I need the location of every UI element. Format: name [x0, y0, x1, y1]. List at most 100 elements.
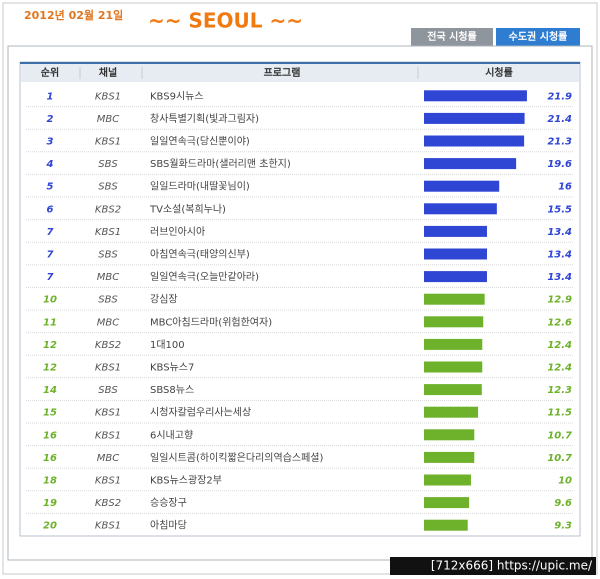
rating-bar: [424, 271, 487, 283]
rating: 15.5: [547, 204, 572, 215]
rating-bar: [424, 429, 475, 441]
program: 러브인아시아: [150, 226, 205, 238]
channel: SBS: [98, 250, 118, 261]
channel: KBS1: [95, 363, 121, 374]
channel: SBS: [98, 385, 118, 396]
rank: 15: [43, 408, 57, 419]
rating: 12.3: [547, 385, 572, 396]
rating: 19.6: [547, 159, 572, 170]
content-frame: [7, 45, 593, 561]
rank: 14: [43, 385, 57, 396]
rating-bar: [424, 338, 483, 350]
rating-bar: [424, 519, 468, 531]
rating-bar: [424, 497, 470, 509]
header-rule: [20, 62, 580, 64]
rating-bar: [424, 451, 475, 463]
rating-bar: [424, 361, 483, 373]
program: 시청자칼럼우리사는세상: [150, 406, 251, 419]
program: MBC아침드라마(위험한여자): [150, 315, 272, 328]
channel: KBS1: [95, 521, 121, 532]
rating-bar: [424, 384, 482, 396]
program: 6시내고향: [150, 429, 193, 441]
program: KBS9시뉴스: [150, 90, 204, 102]
rating-bar: [424, 225, 487, 237]
channel: KBS1: [95, 430, 121, 441]
rating-bar: [424, 135, 525, 147]
rank: 2: [47, 114, 54, 125]
rating-bar: [424, 293, 485, 305]
watermark-bg: [390, 557, 596, 575]
channel: KBS1: [95, 476, 121, 487]
channel: KBS2: [95, 204, 121, 215]
program: 강심장: [150, 294, 178, 306]
rating-bar: [424, 158, 517, 170]
rank: 16: [43, 430, 57, 441]
column-header: 프로그램: [264, 67, 301, 79]
program: TV소설(복희누나): [149, 203, 226, 215]
rank: 18: [43, 476, 57, 487]
program: SBS8뉴스: [150, 384, 194, 396]
channel: MBC: [97, 272, 119, 283]
channel: SBS: [98, 159, 118, 170]
rating-bar: [424, 90, 527, 102]
rating: 13.4: [547, 250, 572, 261]
rank: 7: [47, 250, 54, 261]
tab[interactable]: [411, 28, 493, 46]
channel: KBS1: [95, 408, 121, 419]
program: 창사특별기획(빛과그림자): [150, 113, 259, 125]
program: 일일연속극(오늘만같아라): [150, 271, 259, 283]
channel: MBC: [97, 453, 119, 464]
rating: 10: [558, 476, 572, 487]
table-header: [21, 63, 579, 82]
rank: 1: [47, 91, 54, 102]
rank: 5: [47, 182, 54, 193]
channel: KBS1: [95, 227, 121, 238]
channel: KBS2: [95, 340, 121, 351]
tab-active[interactable]: [496, 28, 580, 46]
program: KBS뉴스7: [150, 362, 194, 374]
rating: 12.4: [547, 340, 572, 351]
program: 아침연속극(태양의신부): [150, 249, 250, 261]
rating: 10.7: [547, 430, 572, 441]
rating: 11.5: [547, 408, 572, 419]
rating-bar: [424, 112, 525, 124]
rank: 7: [47, 272, 54, 283]
rank: 12: [43, 340, 57, 351]
tab-label[interactable]: 수도권 시청률: [509, 30, 568, 43]
tab-label[interactable]: 전국 시청률: [427, 30, 476, 43]
rank: 4: [46, 159, 54, 170]
rating: 21.3: [547, 137, 572, 148]
column-header: 시청률: [485, 66, 513, 79]
rating: 9.3: [554, 521, 572, 532]
rating: 13.4: [547, 272, 572, 283]
channel: MBC: [97, 317, 119, 328]
rank: 16: [43, 453, 57, 464]
rating-bar: [424, 248, 487, 260]
rating: 12.9: [547, 295, 572, 306]
channel: KBS1: [95, 91, 121, 102]
rating: 13.4: [547, 227, 572, 238]
rating: 21.4: [547, 114, 572, 125]
rank: 12: [43, 363, 57, 374]
rating-bar: [424, 203, 497, 215]
channel: MBC: [97, 114, 119, 125]
rank: 10: [43, 295, 57, 306]
program: 승승장구: [150, 497, 187, 509]
program: SBS월화드라마(샐러리맨 초한지): [150, 158, 291, 170]
rating-bar: [424, 406, 479, 418]
program: KBS뉴스광장2부: [150, 475, 222, 487]
rank: 6: [47, 204, 54, 215]
rank: 11: [43, 317, 57, 328]
program: 1대100: [150, 339, 185, 351]
channel: KBS2: [95, 498, 121, 509]
rating: 12.6: [547, 317, 572, 328]
city-title: ~~ SEOUL ~~: [148, 9, 303, 33]
program: 일일연속극(당신뿐이야): [150, 136, 250, 148]
watermark: [712x666] https://upic.me/: [431, 559, 593, 573]
rating-bar: [424, 474, 471, 486]
column-header: 채널: [99, 66, 117, 79]
rating: 10.7: [547, 453, 572, 464]
rating: 16: [558, 182, 572, 193]
